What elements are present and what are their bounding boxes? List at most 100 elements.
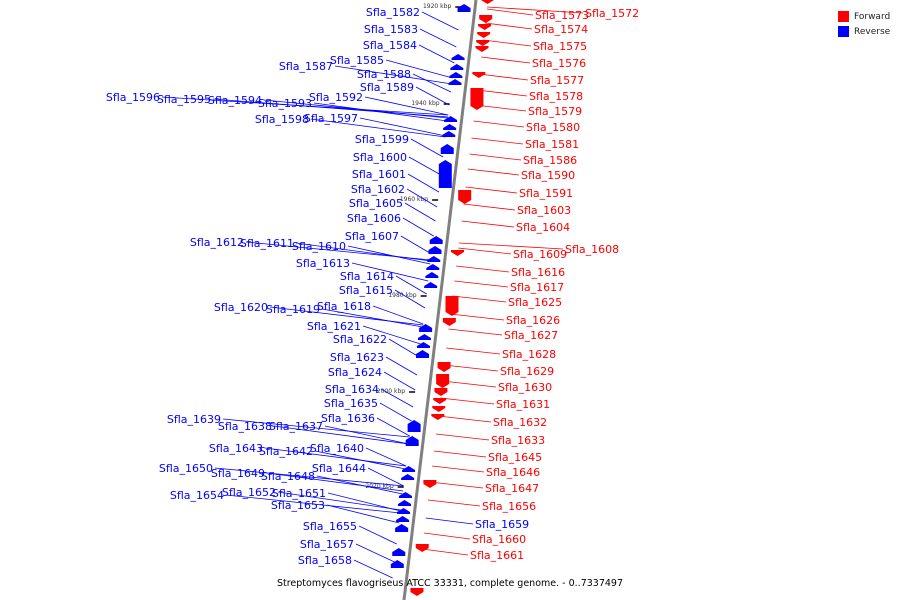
gene-label-sfla-1643: Sfla_1643 — [209, 442, 263, 455]
gene-label-sfla-1612: Sfla_1612 — [190, 236, 244, 249]
reverse-gene-arrow — [440, 144, 454, 154]
gene-label-sfla-1581: Sfla_1581 — [525, 138, 579, 151]
gene-label-sfla-1588: Sfla_1588 — [357, 68, 411, 81]
gene-label-sfla-1636: Sfla_1636 — [321, 412, 375, 425]
gene-label-sfla-1590: Sfla_1590 — [521, 169, 575, 182]
reverse-gene-arrow — [401, 474, 415, 480]
tick-label: 1980 kbp — [388, 292, 416, 299]
connector — [385, 356, 418, 376]
connector — [479, 73, 529, 81]
gene-label-sfla-1654: Sfla_1654 — [170, 489, 224, 502]
connector — [321, 308, 423, 328]
reverse-gene-arrow — [442, 131, 456, 137]
connector — [477, 89, 528, 97]
connector — [473, 120, 525, 128]
gene-label-sfla-1598: Sfla_1598 — [255, 113, 309, 126]
gene-label-sfla-1613: Sfla_1613 — [296, 257, 350, 270]
gene-label-sfla-1659: Sfla_1659 — [475, 518, 529, 531]
connector — [355, 543, 395, 563]
forward-gene-arrow — [410, 588, 424, 596]
forward-gene-arrow — [433, 398, 447, 404]
connector — [412, 73, 452, 93]
gene-label-sfla-1655: Sfla_1655 — [303, 520, 357, 533]
gene-label-sfla-1622: Sfla_1622 — [333, 333, 387, 346]
gene-label-sfla-1642: Sfla_1642 — [259, 445, 313, 458]
connector — [419, 28, 457, 48]
gene-label-sfla-1640: Sfla_1640 — [310, 442, 364, 455]
connector — [463, 203, 516, 211]
forward-gene-arrow — [481, 0, 494, 4]
gene-label-sfla-1635: Sfla_1635 — [324, 397, 378, 410]
gene-label-sfla-1638: Sfla_1638 — [218, 420, 272, 433]
gene-label-sfla-1639: Sfla_1639 — [167, 413, 221, 426]
legend-reverse-label: Reverse — [854, 26, 891, 37]
reverse-gene-arrow — [407, 420, 421, 432]
gene-label-sfla-1651: Sfla_1651 — [272, 487, 326, 500]
tick-label: 1960 kbp — [400, 196, 428, 203]
tick-label: 2000 kbp — [377, 388, 405, 395]
gene-label-sfla-1617: Sfla_1617 — [510, 281, 564, 294]
connector — [485, 22, 533, 30]
forward-gene-arrow — [437, 362, 451, 372]
connector — [351, 262, 429, 282]
tick-label: 1940 kbp — [411, 100, 439, 107]
reverse-gene-arrow — [448, 79, 462, 85]
gene-label-sfla-1611: Sfla_1611 — [240, 237, 294, 250]
forward-gene-arrow — [431, 414, 445, 420]
reverse-gene-arrow — [424, 282, 438, 288]
gene-label-sfla-1648: Sfla_1648 — [261, 470, 315, 483]
reverse-gene-arrow — [398, 500, 411, 506]
connector — [467, 168, 520, 176]
connector — [385, 59, 453, 79]
gene-label-sfla-1579: Sfla_1579 — [528, 105, 582, 118]
reverse-gene-arrow — [443, 124, 457, 130]
gene-label-sfla-1599: Sfla_1599 — [355, 133, 409, 146]
gene-label-sfla-1627: Sfla_1627 — [504, 329, 558, 342]
connector — [427, 499, 481, 507]
gene-label-sfla-1660: Sfla_1660 — [472, 533, 526, 546]
connector — [461, 220, 515, 228]
gene-label-sfla-1597: Sfla_1597 — [304, 112, 358, 125]
connector — [486, 8, 534, 16]
gene-arrows — [390, 0, 494, 596]
forward-gene-arrow — [434, 388, 448, 396]
gene-label-sfla-1630: Sfla_1630 — [498, 381, 552, 394]
connector — [458, 242, 564, 250]
connector — [407, 173, 440, 193]
connector — [359, 117, 446, 137]
reverse-gene-arrow — [392, 548, 406, 556]
reverse-gene-arrow — [398, 492, 412, 498]
gene-label-sfla-1577: Sfla_1577 — [530, 74, 584, 87]
connector — [316, 475, 403, 495]
gene-label-sfla-1624: Sfla_1624 — [328, 366, 382, 379]
forward-gene-arrow — [479, 15, 493, 23]
reverse-gene-arrow — [395, 524, 409, 532]
connector — [475, 104, 527, 112]
connector — [465, 186, 518, 194]
gene-label-sfla-1606: Sfla_1606 — [347, 212, 401, 225]
connector — [214, 467, 404, 487]
reverse-gene-arrow — [416, 342, 430, 348]
connector — [395, 275, 427, 295]
connector — [379, 402, 412, 422]
connector — [469, 153, 522, 161]
connector — [225, 494, 401, 514]
gene-label-sfla-1629: Sfla_1629 — [500, 365, 554, 378]
gene-label-sfla-1587: Sfla_1587 — [279, 60, 333, 73]
connector — [327, 492, 401, 512]
forward-gene-arrow — [472, 72, 486, 78]
connector — [454, 280, 509, 288]
connector — [347, 245, 431, 265]
connector — [422, 548, 469, 556]
reverse-gene-arrow — [451, 54, 465, 60]
connector — [458, 247, 512, 255]
gene-label-sfla-1634: Sfla_1634 — [325, 383, 379, 396]
connector — [450, 313, 505, 321]
forward-gene-arrow — [478, 24, 492, 30]
connector — [421, 11, 459, 31]
gene-label-sfla-1584: Sfla_1584 — [363, 39, 417, 52]
reverse-gene-arrow — [402, 466, 416, 472]
connector — [442, 380, 497, 388]
connector — [446, 347, 501, 355]
gene-label-sfla-1620: Sfla_1620 — [214, 301, 268, 314]
